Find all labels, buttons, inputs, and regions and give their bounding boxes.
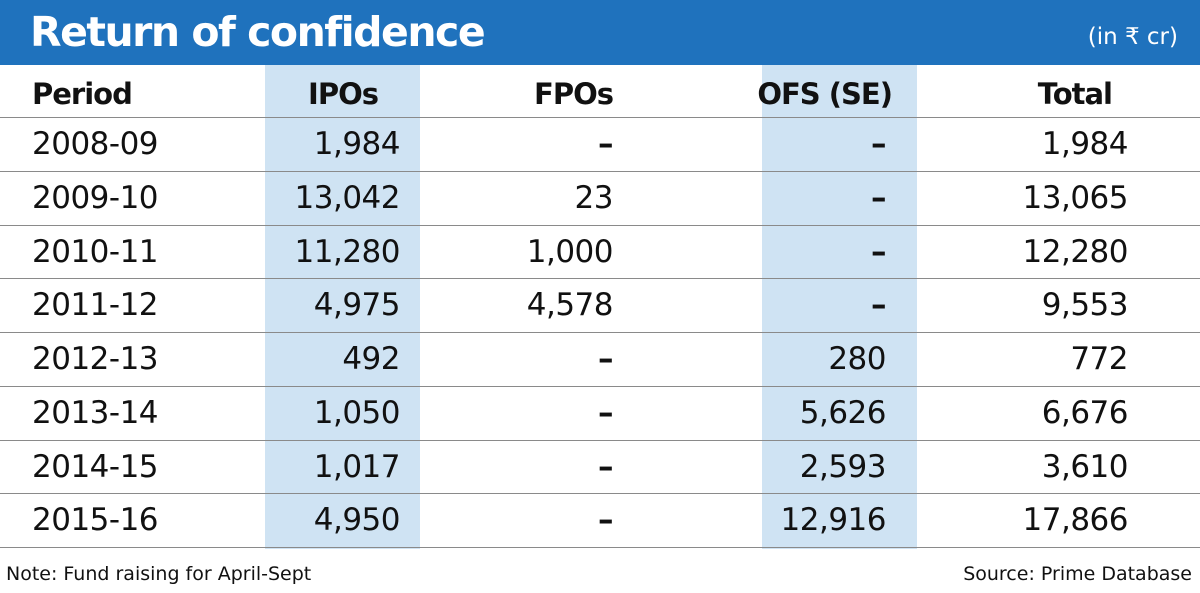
unit-label: (in ₹ cr) xyxy=(1087,24,1178,50)
footnote: Note: Fund raising for April-Sept xyxy=(6,563,312,585)
row-divider xyxy=(0,493,1200,494)
cell-period-6: 2014-15 xyxy=(32,448,159,485)
title-bar: Return of confidence (in ₹ cr) xyxy=(0,0,1200,65)
cell-ipos-4: 492 xyxy=(342,341,400,377)
row-divider xyxy=(0,225,1200,226)
cell-ofs-1: – xyxy=(871,179,887,216)
cell-total-1: 13,065 xyxy=(1022,179,1129,216)
cell-period-3: 2011-12 xyxy=(32,287,159,324)
cell-total-3: 9,553 xyxy=(1041,287,1129,324)
chart-title: Return of confidence xyxy=(30,8,486,56)
header-period: Period xyxy=(32,77,133,111)
cell-period-0: 2008-09 xyxy=(32,126,159,162)
row-divider xyxy=(0,440,1200,441)
cell-period-5: 2013-14 xyxy=(32,394,159,431)
source-credit: Source: Prime Database xyxy=(963,563,1192,585)
cell-fpos-6: – xyxy=(598,448,614,485)
cell-period-7: 2015-16 xyxy=(32,502,159,539)
cell-total-0: 1,984 xyxy=(1041,126,1129,162)
cell-ofs-0: – xyxy=(871,126,887,162)
cell-total-2: 12,280 xyxy=(1022,233,1129,270)
data-table: Period IPOs FPOs OFS (SE) Total 2008-09 1… xyxy=(0,65,1200,549)
cell-fpos-0: – xyxy=(598,126,614,162)
cell-ofs-7: 12,916 xyxy=(780,502,887,539)
row-divider xyxy=(0,386,1200,387)
cell-ipos-3: 4,975 xyxy=(313,287,401,324)
cell-fpos-7: – xyxy=(598,502,614,539)
header-divider xyxy=(0,117,1200,118)
cell-ipos-7: 4,950 xyxy=(313,502,401,539)
header-total: Total xyxy=(1037,77,1113,111)
cell-total-5: 6,676 xyxy=(1041,394,1129,431)
cell-fpos-3: 4,578 xyxy=(526,287,614,324)
row-divider xyxy=(0,547,1200,548)
ofs-column-shade xyxy=(762,65,917,549)
row-divider xyxy=(0,278,1200,279)
row-divider xyxy=(0,171,1200,172)
cell-fpos-5: – xyxy=(598,394,614,431)
cell-ofs-6: 2,593 xyxy=(799,448,887,485)
cell-period-4: 2012-13 xyxy=(32,341,159,377)
cell-ofs-3: – xyxy=(871,287,887,324)
cell-ipos-2: 11,280 xyxy=(294,233,401,270)
cell-ipos-0: 1,984 xyxy=(313,126,401,162)
cell-total-4: 772 xyxy=(1070,341,1128,377)
cell-ofs-2: – xyxy=(871,233,887,270)
cell-ofs-5: 5,626 xyxy=(799,394,887,431)
cell-period-1: 2009-10 xyxy=(32,179,159,216)
header-ipos: IPOs xyxy=(308,77,379,111)
cell-ipos-1: 13,042 xyxy=(294,179,401,216)
cell-period-2: 2010-11 xyxy=(32,233,159,270)
row-divider xyxy=(0,332,1200,333)
cell-total-7: 17,866 xyxy=(1022,502,1129,539)
cell-ipos-5: 1,050 xyxy=(313,394,401,431)
cell-fpos-2: 1,000 xyxy=(526,233,614,270)
ipo-column-shade xyxy=(265,65,420,549)
cell-fpos-4: – xyxy=(598,341,614,377)
cell-fpos-1: 23 xyxy=(574,179,614,216)
cell-ofs-4: 280 xyxy=(828,341,886,377)
cell-total-6: 3,610 xyxy=(1041,448,1129,485)
header-fpos: FPOs xyxy=(534,77,614,111)
cell-ipos-6: 1,017 xyxy=(313,448,401,485)
header-ofs: OFS (SE) xyxy=(757,77,893,111)
